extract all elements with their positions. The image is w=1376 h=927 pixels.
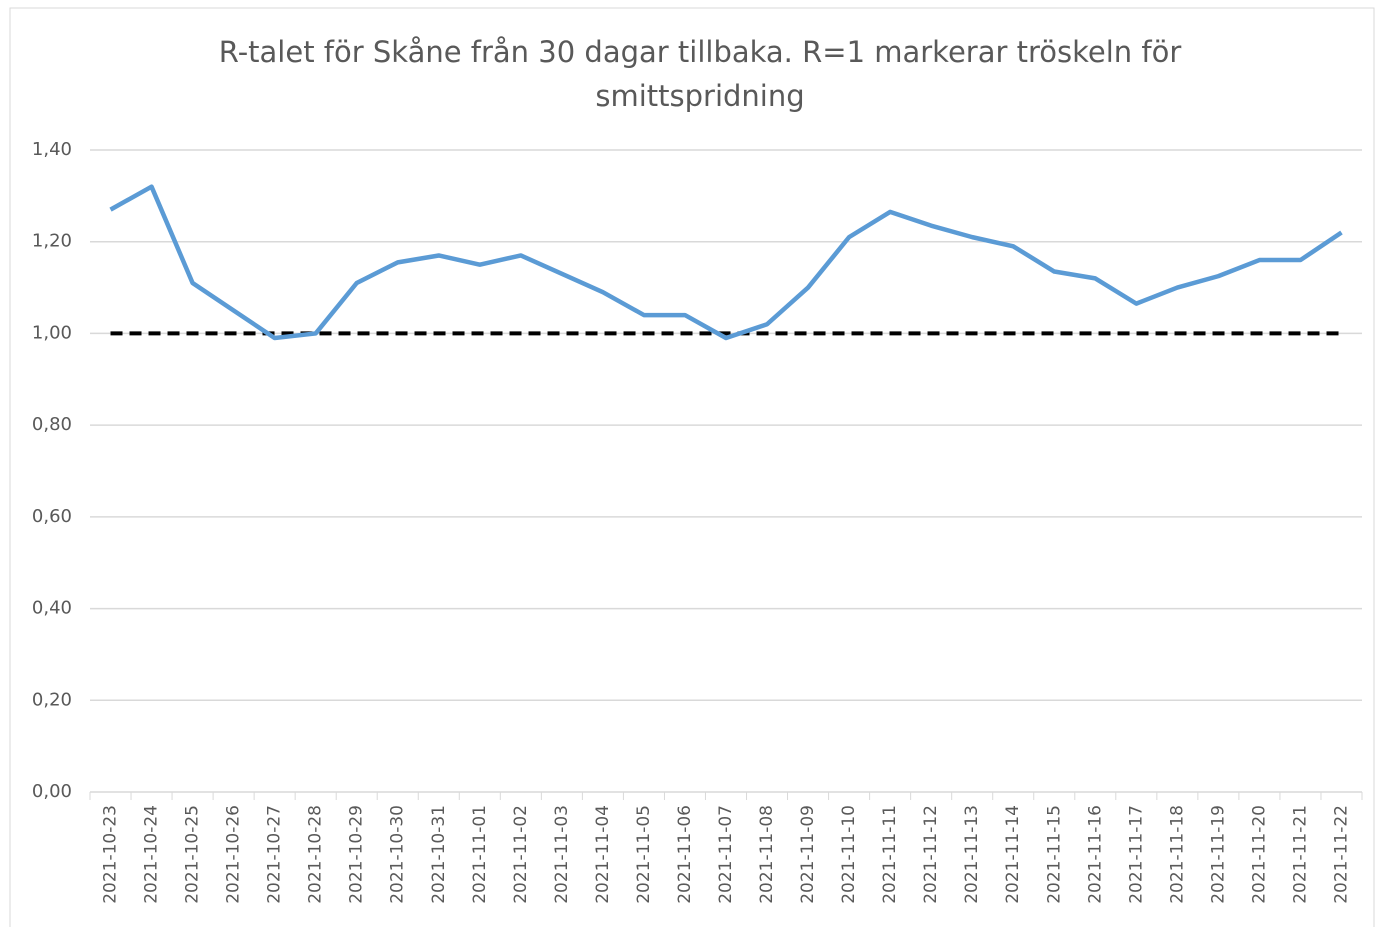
x-tick-label: 2021-11-13 — [962, 805, 982, 904]
x-tick-label: 2021-10-28 — [306, 805, 326, 904]
x-tick-label: 2021-10-26 — [224, 805, 244, 904]
x-tick-label: 2021-11-17 — [1126, 805, 1146, 904]
y-tick-label: 0,80 — [32, 414, 72, 435]
x-tick-label: 2021-10-23 — [101, 805, 121, 904]
x-tick-label: 2021-10-24 — [142, 805, 162, 904]
x-tick-label: 2021-11-04 — [593, 805, 613, 904]
x-tick-label: 2021-11-02 — [511, 805, 531, 904]
x-tick-label: 2021-11-18 — [1167, 805, 1187, 904]
x-tick-label: 2021-10-29 — [347, 805, 367, 904]
y-tick-label: 0,20 — [32, 689, 72, 710]
y-tick-label: 0,40 — [32, 598, 72, 619]
x-tick-label: 2021-11-11 — [880, 805, 900, 904]
x-tick-label: 2021-11-15 — [1044, 805, 1064, 904]
y-tick-label: 0,00 — [32, 781, 72, 802]
x-tick-label: 2021-11-06 — [675, 805, 695, 904]
chart-border — [9, 7, 1375, 927]
x-tick-label: 2021-10-25 — [183, 805, 203, 904]
x-tick-label: 2021-11-08 — [757, 805, 777, 904]
x-tick-label: 2021-11-05 — [634, 805, 654, 904]
x-tick-label: 2021-11-22 — [1331, 805, 1351, 904]
chart-title: R-talet för Skåne från 30 dagar tillbaka… — [218, 35, 1182, 113]
x-tick-label: 2021-10-31 — [429, 805, 449, 904]
x-tick-label: 2021-11-10 — [839, 805, 859, 904]
x-tick-label: 2021-10-30 — [388, 805, 408, 904]
data-line — [109, 184, 1343, 341]
y-tick-label: 1,40 — [32, 139, 72, 160]
x-tick-label: 2021-11-20 — [1249, 805, 1269, 904]
x-tick-label: 2021-11-01 — [470, 805, 490, 904]
y-tick-label: 1,00 — [32, 322, 72, 343]
x-tick-label: 2021-11-19 — [1208, 805, 1228, 904]
x-tick-label: 2021-11-07 — [716, 805, 736, 904]
x-tick-label: 2021-10-27 — [265, 805, 285, 904]
x-tick-label: 2021-11-03 — [552, 805, 572, 904]
x-tick-label: 2021-11-14 — [1003, 805, 1023, 904]
y-tick-label: 1,20 — [32, 231, 72, 252]
x-tick-label: 2021-11-21 — [1290, 805, 1310, 904]
x-tick-label: 2021-11-09 — [798, 805, 818, 904]
y-tick-label: 0,60 — [32, 506, 72, 527]
x-tick-label: 2021-11-16 — [1085, 805, 1105, 904]
x-tick-label: 2021-11-12 — [921, 805, 941, 904]
